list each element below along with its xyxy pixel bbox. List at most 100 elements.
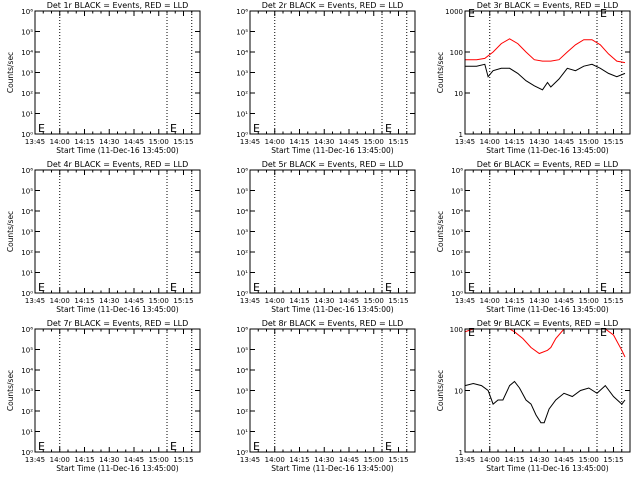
y-tick-label: 10³ bbox=[21, 388, 33, 396]
panel-det-8: Det 8r BLACK = Events, RED = LLD E E 10⁰ 10¹… bbox=[236, 319, 416, 473]
x-tick-label: 15:00 bbox=[579, 138, 599, 146]
x-tick-label: 14:45 bbox=[554, 138, 574, 146]
y-tick-label: 10 bbox=[454, 388, 463, 396]
y-axis-label: Counts/sec bbox=[6, 370, 15, 411]
y-tick-label: 10² bbox=[21, 408, 33, 416]
x-tick-label: 15:00 bbox=[364, 297, 384, 305]
event-marker: E bbox=[253, 440, 260, 453]
panel-det-7: Det 7r BLACK = Events, RED = LLD E E 10⁰ 10¹… bbox=[6, 319, 201, 473]
x-tick-label: 14:15 bbox=[289, 138, 309, 146]
y-tick-label: 10³ bbox=[21, 70, 33, 78]
y-tick-label: 10⁶ bbox=[21, 326, 33, 334]
y-tick-label: 10⁴ bbox=[21, 208, 33, 216]
y-tick-label: 10⁴ bbox=[236, 367, 248, 375]
y-tick-label: 10² bbox=[236, 90, 248, 98]
y-tick-label: 10⁰ bbox=[236, 449, 248, 457]
y-axis-label: Counts/sec bbox=[6, 52, 15, 93]
lld-series-line bbox=[465, 329, 626, 358]
x-tick-label: 14:30 bbox=[99, 456, 119, 464]
x-axis-label: Start Time (11-Dec-16 13:45:00) bbox=[486, 305, 608, 314]
x-tick-label: 15:00 bbox=[579, 297, 599, 305]
y-tick-label: 10⁶ bbox=[21, 167, 33, 175]
x-tick-label: 14:30 bbox=[99, 297, 119, 305]
x-tick-label: 13:45 bbox=[240, 297, 260, 305]
x-tick-label: 14:30 bbox=[314, 297, 334, 305]
x-tick-label: 14:45 bbox=[554, 456, 574, 464]
x-tick-label: 14:30 bbox=[529, 456, 549, 464]
x-tick-label: 14:45 bbox=[124, 297, 144, 305]
y-tick-label: 10⁵ bbox=[21, 29, 33, 37]
x-tick-label: 14:30 bbox=[99, 138, 119, 146]
event-marker: E bbox=[170, 281, 177, 294]
x-tick-label: 14:15 bbox=[504, 456, 524, 464]
x-tick-label: 14:45 bbox=[339, 456, 359, 464]
events-series-line bbox=[465, 380, 626, 424]
event-marker: E bbox=[38, 440, 45, 453]
event-marker: E bbox=[468, 7, 475, 20]
x-tick-label: 15:15 bbox=[388, 138, 408, 146]
x-tick-label: 15:15 bbox=[603, 297, 623, 305]
y-tick-label: 10⁶ bbox=[451, 167, 463, 175]
y-tick-label: 10⁵ bbox=[236, 29, 248, 37]
y-tick-label: 10⁶ bbox=[236, 8, 248, 16]
panel-title: Det 4r BLACK = Events, RED = LLD bbox=[47, 160, 189, 169]
y-tick-label: 10³ bbox=[236, 229, 248, 237]
x-tick-label: 15:00 bbox=[149, 297, 169, 305]
y-tick-label: 10⁰ bbox=[21, 449, 33, 457]
x-tick-label: 14:45 bbox=[554, 297, 574, 305]
y-tick-label: 10⁰ bbox=[236, 290, 248, 298]
y-axis-label: Counts/sec bbox=[436, 211, 445, 252]
x-tick-label: 14:15 bbox=[504, 297, 524, 305]
event-marker: E bbox=[38, 281, 45, 294]
event-marker: E bbox=[385, 122, 392, 135]
y-tick-label: 10² bbox=[21, 249, 33, 257]
y-tick-label: 10⁵ bbox=[236, 347, 248, 355]
y-tick-label: 10⁴ bbox=[21, 367, 33, 375]
x-tick-label: 14:30 bbox=[314, 456, 334, 464]
event-marker: E bbox=[468, 281, 475, 294]
event-marker: E bbox=[468, 326, 475, 339]
x-tick-label: 13:45 bbox=[455, 456, 475, 464]
x-tick-label: 14:15 bbox=[504, 138, 524, 146]
y-tick-label: 10¹ bbox=[451, 270, 463, 278]
x-axis-label: Start Time (11-Dec-16 13:45:00) bbox=[56, 464, 178, 473]
x-tick-label: 14:00 bbox=[265, 297, 285, 305]
y-axis-label: Counts/sec bbox=[436, 370, 445, 411]
y-tick-label: 10² bbox=[236, 249, 248, 257]
x-tick-label: 15:15 bbox=[388, 456, 408, 464]
y-tick-label: 10³ bbox=[451, 229, 463, 237]
panel-det-1: Det 1r BLACK = Events, RED = LLD E E 10⁰ 10¹… bbox=[6, 1, 201, 155]
y-tick-label: 1000 bbox=[445, 8, 463, 16]
event-marker: E bbox=[38, 122, 45, 135]
x-tick-label: 14:00 bbox=[265, 138, 285, 146]
x-tick-label: 14:30 bbox=[314, 138, 334, 146]
x-tick-label: 13:45 bbox=[25, 138, 45, 146]
y-axis-label: Counts/sec bbox=[436, 52, 445, 93]
panel-title: Det 9r BLACK = Events, RED = LLD bbox=[477, 319, 619, 328]
x-tick-label: 15:15 bbox=[603, 456, 623, 464]
y-tick-label: 10⁴ bbox=[21, 49, 33, 57]
y-tick-label: 10⁵ bbox=[21, 347, 33, 355]
x-tick-label: 15:00 bbox=[149, 138, 169, 146]
panel-title: Det 3r BLACK = Events, RED = LLD bbox=[477, 1, 619, 10]
x-tick-label: 13:45 bbox=[240, 138, 260, 146]
y-tick-label: 10² bbox=[236, 408, 248, 416]
event-marker: E bbox=[600, 7, 607, 20]
x-tick-label: 15:00 bbox=[364, 138, 384, 146]
x-tick-label: 14:15 bbox=[74, 138, 94, 146]
y-tick-label: 10¹ bbox=[236, 270, 248, 278]
y-tick-label: 10⁵ bbox=[451, 188, 463, 196]
x-tick-label: 14:15 bbox=[74, 456, 94, 464]
x-tick-label: 15:00 bbox=[149, 456, 169, 464]
y-tick-label: 100 bbox=[450, 49, 463, 57]
x-tick-label: 14:00 bbox=[265, 456, 285, 464]
y-tick-label: 10¹ bbox=[236, 111, 248, 119]
x-tick-label: 14:00 bbox=[50, 297, 70, 305]
y-tick-label: 10 bbox=[454, 90, 463, 98]
x-tick-label: 14:00 bbox=[480, 456, 500, 464]
lld-series-line bbox=[465, 38, 626, 64]
y-tick-label: 10³ bbox=[21, 229, 33, 237]
x-axis-label: Start Time (11-Dec-16 13:45:00) bbox=[271, 305, 393, 314]
y-tick-label: 10⁰ bbox=[21, 131, 33, 139]
x-axis-label: Start Time (11-Dec-16 13:45:00) bbox=[271, 464, 393, 473]
